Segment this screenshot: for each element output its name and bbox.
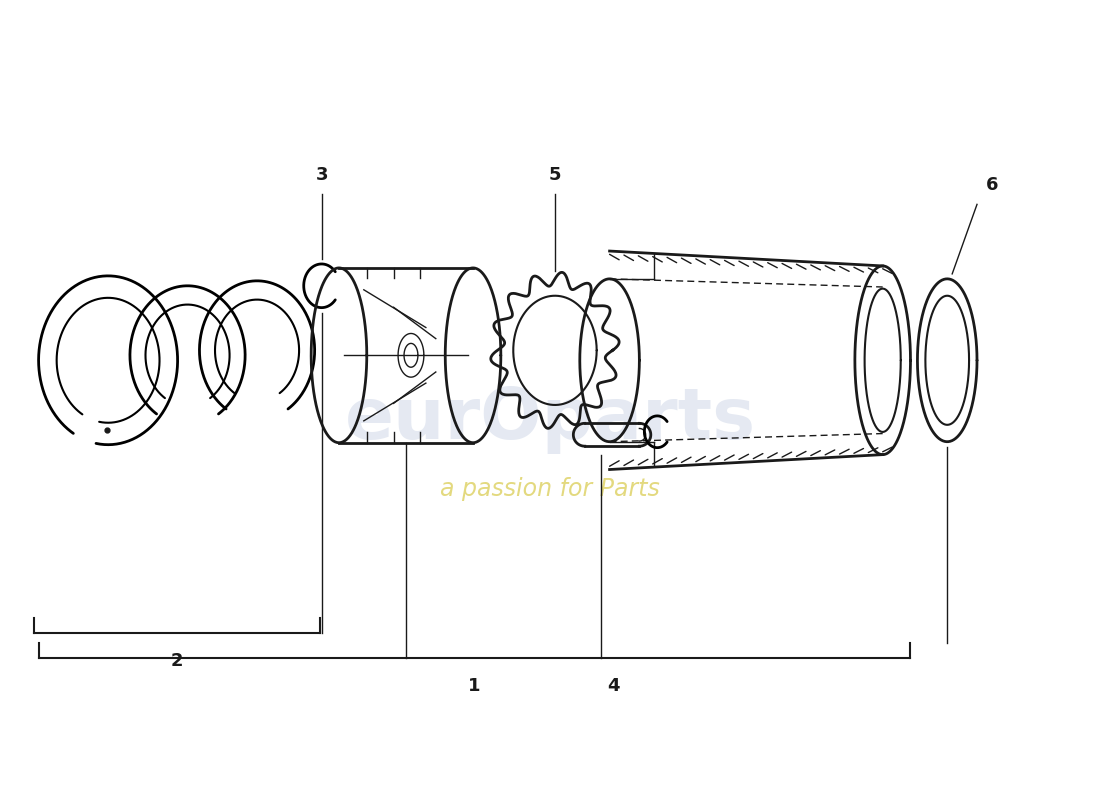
Text: 2: 2 [170,652,183,670]
Text: 6: 6 [986,175,998,194]
Text: a passion for Parts: a passion for Parts [440,478,660,502]
Text: 3: 3 [316,166,328,183]
Text: 1: 1 [469,677,481,695]
Text: 4: 4 [607,677,619,695]
Text: 5: 5 [549,166,561,183]
Text: eurOparts: eurOparts [344,386,756,454]
